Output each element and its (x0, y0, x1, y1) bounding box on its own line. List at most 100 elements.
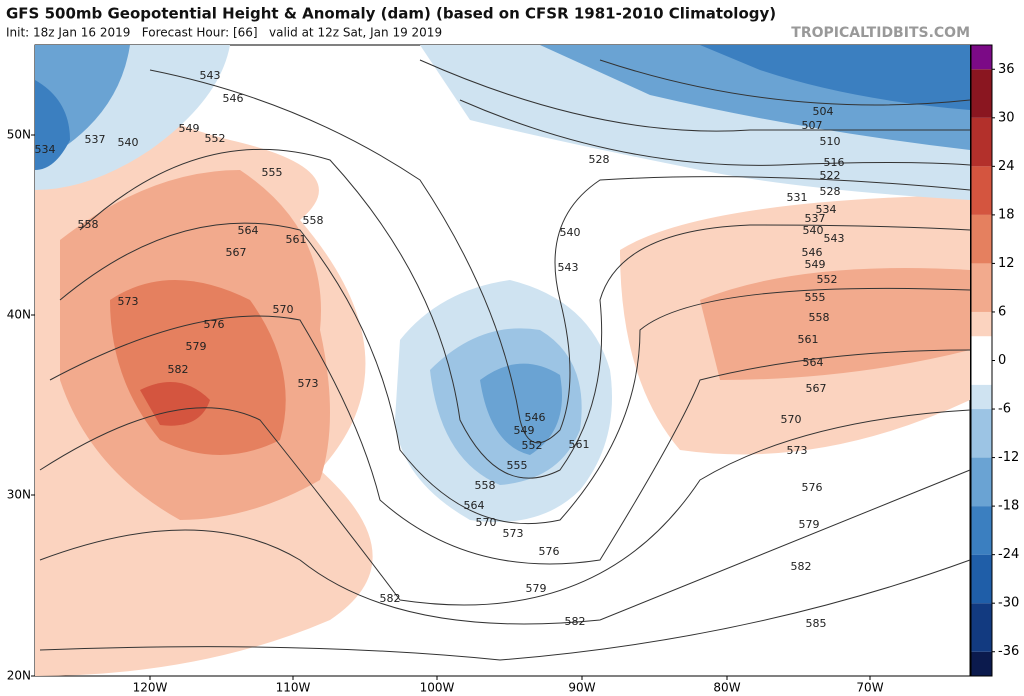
contour-label: 552 (817, 273, 838, 286)
contour-label: 573 (118, 295, 139, 308)
lon-label: 80W (713, 681, 740, 695)
colorbar-segment (971, 214, 992, 264)
colorbar-label: -36 (998, 644, 1019, 659)
cold-anomaly (700, 45, 970, 110)
contour-label: 579 (526, 582, 547, 595)
contour-label: 531 (787, 191, 808, 204)
lon-label: 100W (420, 681, 455, 695)
contour-label: 546 (223, 92, 244, 105)
colorbar-segment (971, 336, 992, 385)
contour-label: 573 (503, 527, 524, 540)
colorbar-label: 36 (998, 62, 1015, 77)
colorbar-segment (971, 263, 992, 312)
contour-label: 540 (118, 136, 139, 149)
contour-label: 567 (806, 382, 827, 395)
contour-label: 549 (179, 122, 200, 135)
colorbar-segment (971, 117, 992, 167)
contour-label: 528 (589, 153, 610, 166)
lat-label: 30N (7, 488, 31, 502)
contour-label: 537 (85, 133, 106, 146)
contour-label: 504 (813, 105, 834, 118)
contour-label: 534 (816, 203, 837, 216)
map-panel (34, 44, 971, 677)
contour-label: 507 (802, 119, 823, 132)
colorbar-segment (971, 166, 992, 215)
contour-label: 564 (238, 224, 259, 237)
title: GFS 500mb Geopotential Height & Anomaly … (6, 5, 776, 23)
lat-label: 50N (7, 128, 31, 142)
site-name: TROPICALTIDBITS.COM (791, 25, 970, 41)
contour-label: 546 (525, 411, 546, 424)
colorbar-label: -24 (998, 547, 1019, 562)
contour-label: 570 (781, 413, 802, 426)
contour-label: 576 (802, 481, 823, 494)
contour-label: 585 (806, 617, 827, 630)
contour-label: 579 (186, 340, 207, 353)
colorbar-segment (971, 554, 992, 604)
contour-label: 564 (803, 356, 824, 369)
contour-label: 510 (820, 135, 841, 148)
contour-label: 573 (298, 377, 319, 390)
contour-label: 555 (507, 459, 528, 472)
contour-label: 576 (204, 318, 225, 331)
lon-label: 110W (276, 681, 311, 695)
contour-label: 540 (803, 224, 824, 237)
contour-label: 555 (805, 291, 826, 304)
contour-label: 537 (805, 212, 826, 225)
contour-label: 582 (168, 363, 189, 376)
colorbar-label: -18 (998, 499, 1019, 514)
contour-label: 561 (286, 233, 307, 246)
contour-label: 582 (791, 560, 812, 573)
colorbar-label: 18 (998, 207, 1015, 222)
colorbar-segment (971, 69, 992, 118)
colorbar-label: -30 (998, 596, 1019, 611)
colorbar-segment (971, 311, 992, 337)
cold-anomaly (480, 363, 562, 455)
colorbar-label: 24 (998, 159, 1015, 174)
colorbar-label: 12 (998, 256, 1015, 271)
colorbar-label: 6 (998, 304, 1006, 319)
contour-label: 567 (226, 246, 247, 259)
lat-label: 20N (7, 669, 31, 683)
contour-label: 516 (824, 156, 845, 169)
colorbar-label: -6 (998, 402, 1011, 417)
label-layer: GFS 500mb Geopotential Height & Anomaly … (6, 5, 970, 42)
colorbar-segment (971, 457, 992, 507)
contour-label: 549 (514, 424, 535, 437)
contour-label: 579 (799, 518, 820, 531)
contour-label: 528 (820, 185, 841, 198)
lon-label: 70W (856, 681, 883, 695)
colorbar-segment (971, 45, 992, 70)
contour-label: 558 (475, 479, 496, 492)
colorbar-segment (971, 409, 992, 458)
contour-label: 540 (560, 226, 581, 239)
lat-label: 40N (7, 308, 31, 322)
cold-anomaly (35, 80, 70, 170)
colorbar-segment (971, 651, 992, 676)
height-contours (39, 59, 971, 661)
lon-label: 90W (568, 681, 595, 695)
contour-label: 543 (200, 69, 221, 82)
colorbar-segment (971, 506, 992, 555)
contour-label: 534 (35, 143, 56, 156)
contour-label: 561 (569, 438, 590, 451)
contour-label: 570 (273, 303, 294, 316)
contour-label: 570 (476, 516, 497, 529)
subtitle: Init: 18z Jan 16 2019 Forecast Hour: [66… (6, 26, 442, 40)
contour-label: 561 (798, 333, 819, 346)
colorbar-label: 30 (998, 110, 1015, 125)
contour-label: 552 (205, 132, 226, 145)
contour-label: 552 (522, 439, 543, 452)
contour-label: 564 (464, 499, 485, 512)
contour-label: 546 (802, 246, 823, 259)
contour-label: 558 (809, 311, 830, 324)
contour-label: 582 (565, 615, 586, 628)
contour-label: 522 (820, 169, 841, 182)
colorbar-segment (971, 603, 992, 652)
lon-label: 120W (133, 681, 168, 695)
contour-label: 555 (262, 166, 283, 179)
colorbar-segment (971, 384, 992, 410)
contour-label: 558 (78, 218, 99, 231)
contour-label: 549 (805, 258, 826, 271)
